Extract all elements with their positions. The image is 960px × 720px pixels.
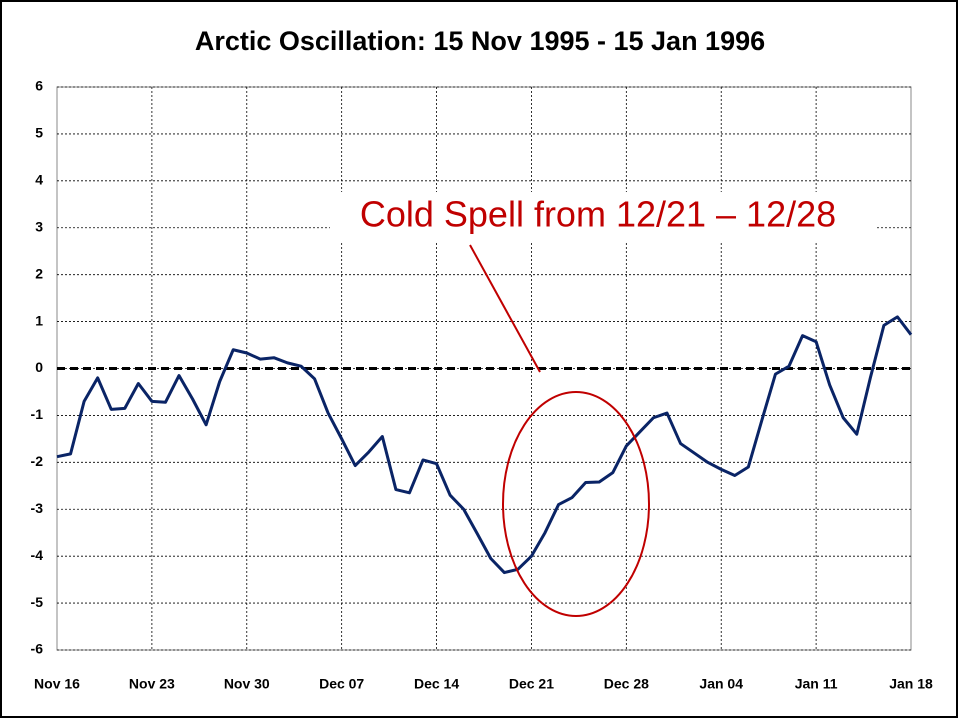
x-tick-label: Dec 14 — [414, 676, 459, 692]
y-tick-label: 6 — [35, 78, 43, 94]
y-tick-label: 5 — [35, 125, 43, 141]
y-tick-label: -2 — [31, 453, 44, 469]
x-tick-label: Nov 16 — [34, 676, 80, 692]
y-tick-label: -1 — [31, 406, 44, 422]
y-tick-label: 1 — [35, 312, 43, 328]
annotation-ellipse — [502, 391, 650, 617]
annotation-arrow — [469, 244, 541, 373]
y-tick-label: 4 — [35, 172, 43, 188]
x-tick-label: Jan 04 — [699, 676, 743, 692]
y-tick-label: 0 — [35, 359, 43, 375]
y-tick-label: -5 — [31, 594, 44, 610]
x-tick-label: Dec 28 — [604, 676, 649, 692]
y-tick-label: -3 — [31, 500, 44, 516]
annotation: Cold Spell from 12/21 – 12/28 — [360, 194, 836, 235]
x-tick-label: Nov 30 — [224, 676, 270, 692]
x-tick-label: Jan 11 — [795, 676, 838, 692]
y-tick-label: -4 — [31, 547, 44, 563]
x-tick-label: Nov 23 — [129, 676, 175, 692]
y-tick-label: 2 — [35, 265, 43, 281]
x-tick-label: Jan 18 — [889, 676, 933, 692]
annotation-bg — [330, 192, 875, 242]
x-tick-label: Dec 07 — [319, 676, 364, 692]
y-tick-label: 3 — [35, 218, 43, 234]
series-line — [56, 315, 913, 575]
y-tick-label: -6 — [31, 641, 44, 657]
chart-title: Arctic Oscillation: 15 Nov 1995 - 15 Jan… — [195, 26, 765, 56]
x-tick-label: Dec 21 — [509, 676, 554, 692]
